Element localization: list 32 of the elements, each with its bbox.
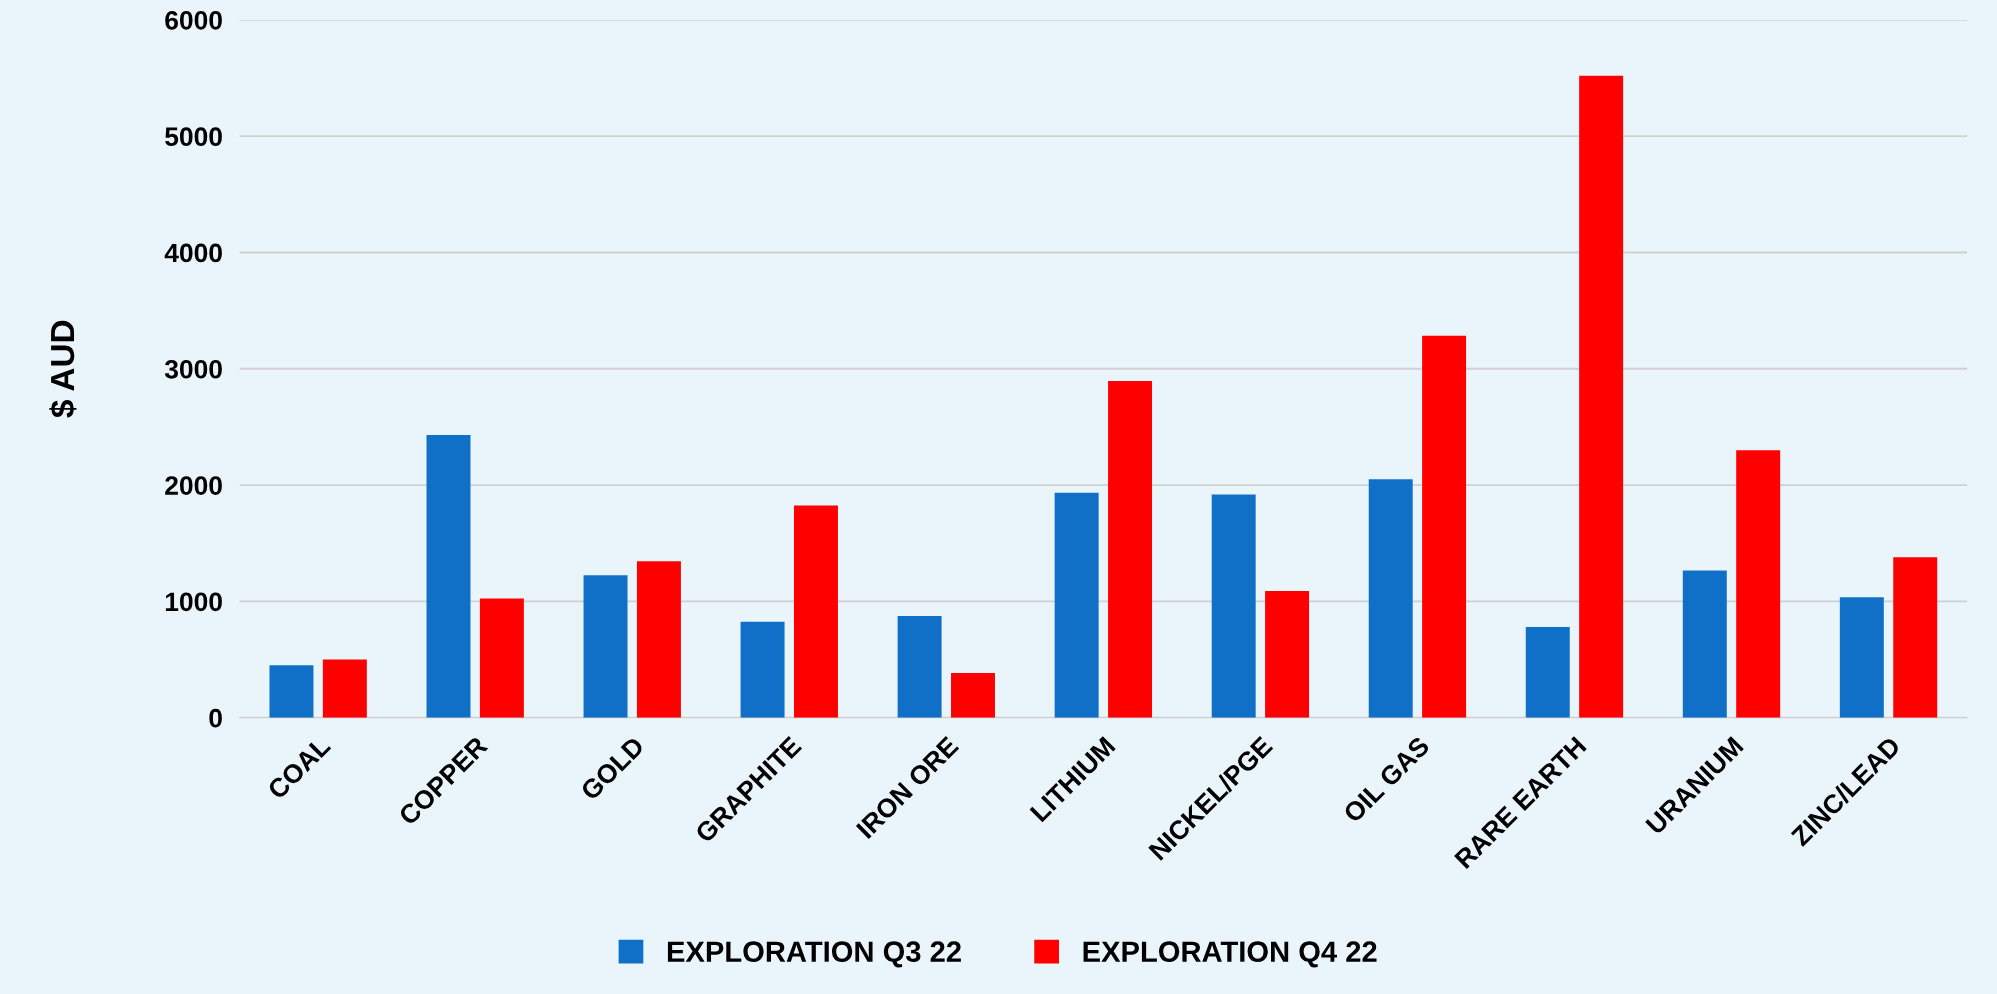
bar bbox=[1839, 597, 1884, 718]
bar bbox=[1265, 590, 1310, 718]
bar bbox=[1054, 492, 1099, 718]
bar bbox=[1211, 494, 1256, 718]
bar bbox=[269, 665, 314, 718]
bar bbox=[897, 615, 942, 718]
bar bbox=[1422, 335, 1467, 718]
legend-label: EXPLORATION Q4 22 bbox=[1083, 941, 1377, 968]
bar bbox=[740, 621, 785, 718]
bar bbox=[426, 435, 471, 718]
bar bbox=[1893, 557, 1938, 718]
y-tick-label: 1000 bbox=[165, 592, 222, 612]
y-tick-label: 4000 bbox=[164, 243, 222, 263]
bar bbox=[1579, 75, 1624, 718]
bar bbox=[322, 659, 367, 718]
bar bbox=[583, 575, 628, 718]
y-tick-label: 3000 bbox=[164, 359, 222, 379]
bar bbox=[1108, 380, 1153, 718]
y-tick-label: 2000 bbox=[165, 476, 222, 495]
y-tick-label: 0 bbox=[209, 708, 222, 728]
bar bbox=[479, 598, 524, 718]
bar bbox=[1736, 450, 1781, 718]
bar bbox=[1368, 479, 1413, 718]
y-tick-label: 5000 bbox=[165, 127, 222, 146]
y-tick-label: 6000 bbox=[165, 11, 222, 30]
bar bbox=[951, 672, 995, 718]
legend-label: EXPLORATION Q3 22 bbox=[667, 941, 961, 968]
bar bbox=[793, 505, 838, 718]
bar bbox=[1682, 570, 1727, 718]
bar bbox=[1525, 626, 1570, 718]
y-axis-title: $ AUD bbox=[49, 320, 77, 418]
bar bbox=[636, 561, 681, 718]
